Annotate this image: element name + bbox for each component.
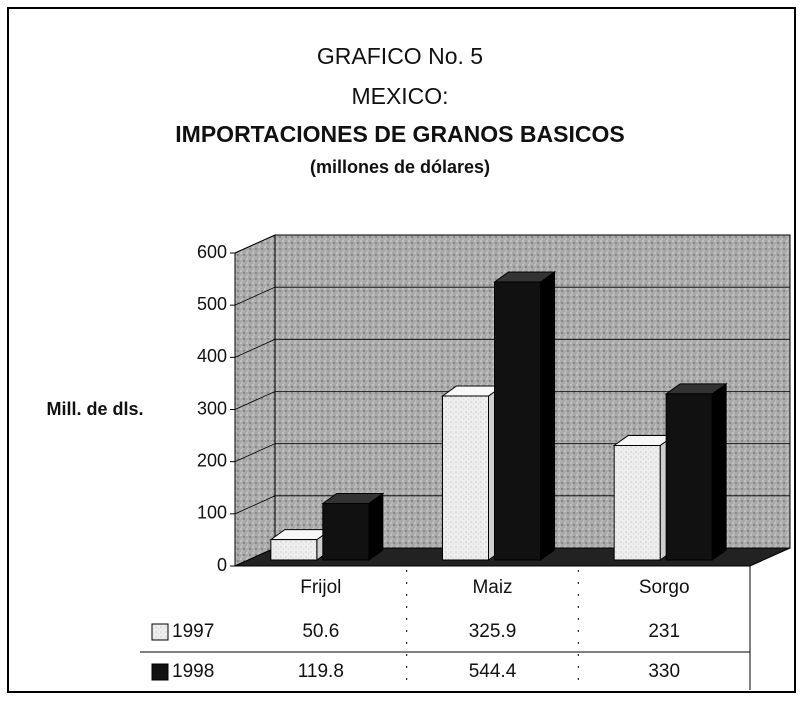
legend-label: 1998: [172, 661, 214, 682]
bar: [442, 395, 489, 561]
y-tick-label: 500: [197, 294, 227, 314]
y-tick-label: 300: [197, 398, 227, 418]
grid-line: [234, 234, 790, 254]
table-cell: 119.8: [298, 661, 344, 682]
y-tick-label: 0: [217, 555, 227, 575]
y-axis-label: Mill. de dls.: [46, 399, 143, 419]
legend-swatch: [151, 663, 169, 681]
chart-title: GRAFICO No. 5: [317, 43, 483, 69]
bar-side: [540, 271, 555, 561]
x-tick-label: Frijol: [300, 577, 341, 598]
y-tick-label: 200: [197, 450, 227, 470]
grid-line: [234, 391, 790, 410]
x-tick-label: Maiz: [472, 577, 512, 598]
grid-line: [234, 286, 790, 306]
frame: [7, 7, 796, 693]
bar: [270, 539, 318, 561]
bar: [613, 444, 661, 561]
table-cell: 330: [648, 661, 680, 682]
legend-swatch: [151, 623, 169, 641]
chart-subtitle: (millones de dólares): [310, 157, 490, 177]
chart-title: IMPORTACIONES DE GRANOS BASICOS: [175, 121, 624, 147]
grid-line: [234, 338, 790, 358]
bar-side: [711, 382, 727, 561]
x-tick-label: Sorgo: [639, 577, 690, 598]
y-tick-label: 100: [197, 503, 227, 523]
table-cell: 544.4: [469, 661, 517, 682]
table-cell: 325.9: [469, 621, 517, 642]
chart-title: MEXICO:: [351, 83, 448, 109]
y-tick-label: 400: [197, 346, 227, 366]
bar: [665, 393, 713, 561]
bar: [494, 281, 541, 561]
legend-label: 1997: [172, 621, 214, 642]
bar: [322, 503, 370, 561]
y-tick-label: 600: [197, 242, 227, 262]
bar-side: [368, 492, 384, 561]
table-cell: 50.6: [302, 621, 339, 642]
table-cell: 231: [648, 621, 680, 642]
